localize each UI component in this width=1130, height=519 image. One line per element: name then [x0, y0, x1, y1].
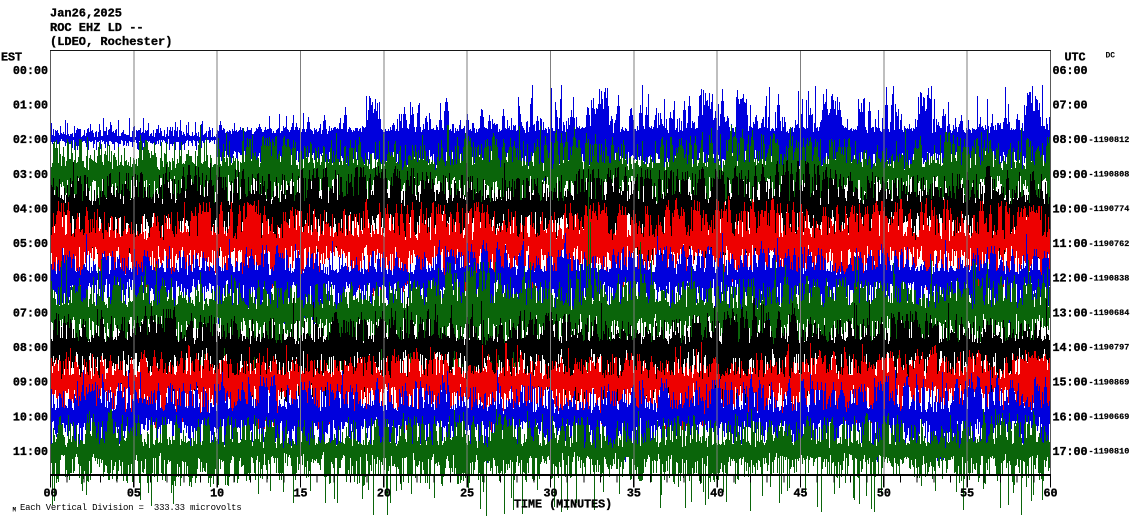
svg-text:-1190808: -1190808 — [1089, 169, 1130, 179]
svg-text:14:00: 14:00 — [1053, 341, 1088, 355]
svg-text:-1190838: -1190838 — [1089, 273, 1130, 283]
svg-text:-1190774: -1190774 — [1089, 204, 1130, 214]
svg-text:08:00: 08:00 — [1053, 133, 1088, 147]
svg-text:07:00: 07:00 — [13, 306, 48, 320]
svg-text:EST: EST — [1, 51, 22, 65]
svg-text:01:00: 01:00 — [13, 98, 48, 112]
svg-text:07:00: 07:00 — [1053, 98, 1088, 112]
svg-text:DC: DC — [1106, 52, 1116, 61]
svg-text:ROC EHZ LD --: ROC EHZ LD -- — [50, 21, 144, 35]
svg-text:00:00: 00:00 — [13, 64, 48, 78]
svg-text:05: 05 — [127, 486, 141, 500]
svg-text:30: 30 — [543, 486, 557, 500]
svg-text:11:00: 11:00 — [1053, 237, 1088, 251]
svg-text:-1190810: -1190810 — [1089, 447, 1130, 457]
svg-text:-1190869: -1190869 — [1089, 377, 1130, 387]
svg-text:09:00: 09:00 — [1053, 168, 1088, 182]
svg-text:00: 00 — [43, 486, 57, 500]
svg-text:20: 20 — [377, 486, 391, 500]
svg-text:50: 50 — [877, 486, 891, 500]
svg-text:45: 45 — [793, 486, 807, 500]
svg-text:06:00: 06:00 — [13, 272, 48, 286]
svg-text:55: 55 — [960, 486, 974, 500]
svg-text:09:00: 09:00 — [13, 376, 48, 390]
svg-text:12:00: 12:00 — [1053, 272, 1088, 286]
svg-text:06:00: 06:00 — [1053, 64, 1088, 78]
svg-text:-1190762: -1190762 — [1089, 239, 1130, 249]
svg-text:35: 35 — [627, 486, 641, 500]
svg-text:M: M — [13, 506, 17, 513]
svg-text:-1190797: -1190797 — [1089, 343, 1130, 353]
svg-text:-1190812: -1190812 — [1089, 135, 1130, 145]
svg-text:04:00: 04:00 — [13, 202, 48, 216]
svg-text:16:00: 16:00 — [1053, 410, 1088, 424]
svg-text:25: 25 — [460, 486, 474, 500]
svg-text:13:00: 13:00 — [1053, 306, 1088, 320]
svg-text:Jan26,2025: Jan26,2025 — [50, 7, 122, 21]
svg-text:05:00: 05:00 — [13, 237, 48, 251]
svg-text:-1190669: -1190669 — [1089, 412, 1130, 422]
svg-text:TIME (MINUTES): TIME (MINUTES) — [514, 498, 612, 512]
svg-text:10: 10 — [210, 486, 224, 500]
svg-text:15:00: 15:00 — [1053, 376, 1088, 390]
svg-text:10:00: 10:00 — [1053, 202, 1088, 216]
svg-text:-1190684: -1190684 — [1089, 308, 1130, 318]
svg-text:UTC: UTC — [1065, 51, 1086, 65]
svg-text:15: 15 — [293, 486, 307, 500]
svg-text:Each Vertical Division = 333.: Each Vertical Division = 333.33 microvol… — [20, 503, 242, 513]
svg-text:60: 60 — [1043, 486, 1057, 500]
svg-text:02:00: 02:00 — [13, 133, 48, 147]
svg-text:10:00: 10:00 — [13, 410, 48, 424]
svg-text:(LDEO, Rochester): (LDEO, Rochester) — [50, 35, 172, 49]
svg-text:03:00: 03:00 — [13, 168, 48, 182]
svg-text:11:00: 11:00 — [13, 445, 48, 459]
svg-text:40: 40 — [710, 486, 724, 500]
svg-text:08:00: 08:00 — [13, 341, 48, 355]
svg-text:17:00: 17:00 — [1053, 445, 1088, 459]
